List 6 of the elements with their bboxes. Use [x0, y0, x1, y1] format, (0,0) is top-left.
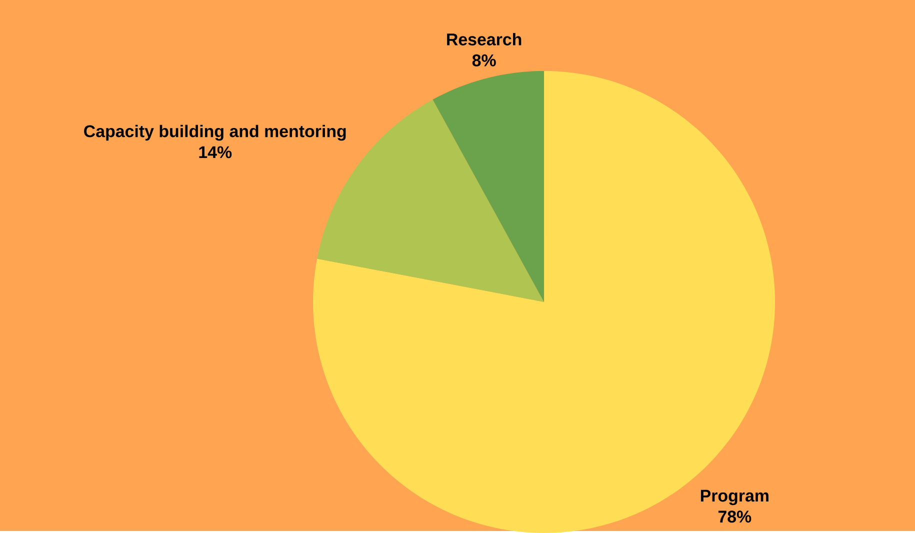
- data-label: 14%: [199, 146, 232, 158]
- slice-label: Capacity building and mentoring: [84, 124, 346, 141]
- data-label: 8%: [472, 54, 496, 66]
- data-label: 78%: [718, 510, 752, 523]
- slice-label: Research: [447, 33, 522, 46]
- slice-label: Program: [700, 490, 768, 506]
